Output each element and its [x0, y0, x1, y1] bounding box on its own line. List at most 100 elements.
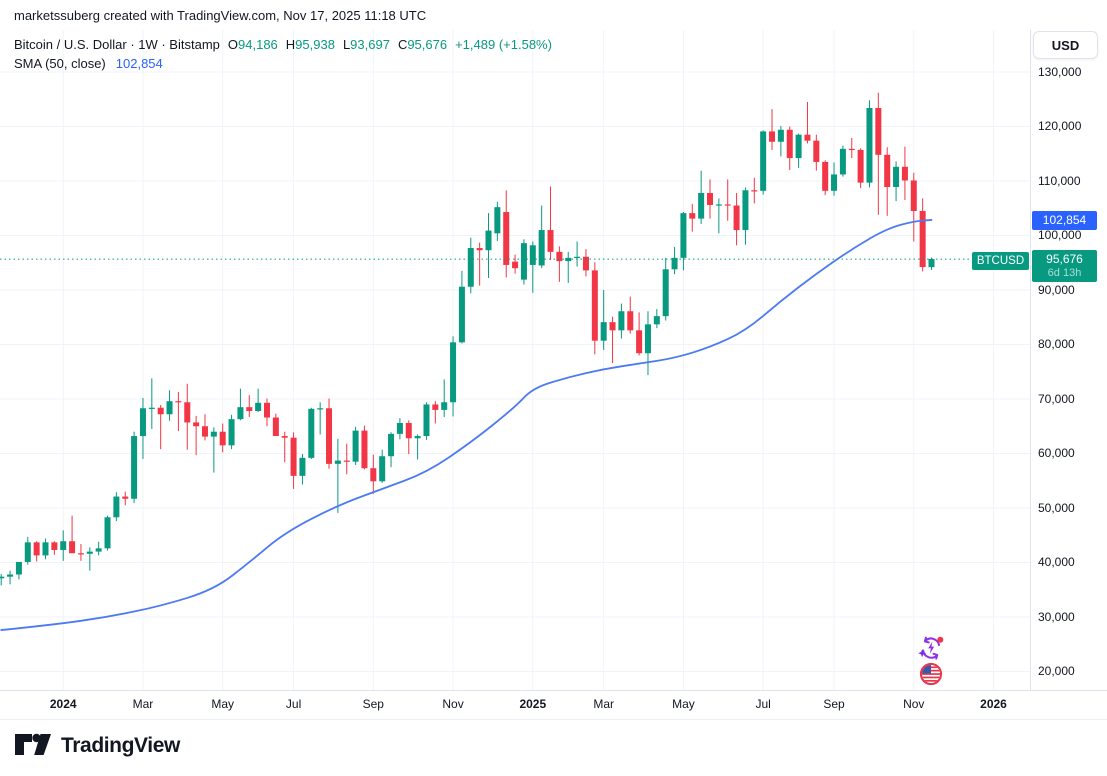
time-tick-label: 2026: [980, 697, 1007, 711]
legend-sma-row[interactable]: SMA (50, close) 102,854: [14, 54, 552, 73]
economic-events-icon[interactable]: [918, 635, 944, 661]
candle-body: [724, 204, 731, 206]
candle-body: [175, 401, 182, 403]
candle-body: [494, 207, 501, 234]
tradingview-wordmark: TradingView: [61, 733, 180, 757]
candle-body: [582, 256, 589, 271]
time-tick-label: Sep: [823, 697, 845, 711]
candle-body: [698, 192, 705, 219]
time-tick-label: Mar: [132, 697, 154, 711]
candle-body: [113, 496, 120, 518]
candle-body: [574, 256, 581, 258]
sma-indicator-label[interactable]: SMA (50, close): [14, 56, 106, 71]
candle-body: [831, 174, 838, 191]
candle-body: [919, 210, 926, 268]
candle-body: [139, 408, 146, 437]
tradingview-logo[interactable]: TradingView: [14, 732, 180, 759]
candle-body: [901, 166, 908, 181]
ohlc-close: C95,676: [397, 37, 448, 52]
chart-legend: Bitcoin / U.S. Dollar · 1W · Bitstamp O94…: [14, 35, 552, 73]
candle-body: [866, 107, 873, 183]
candle-body: [848, 148, 855, 151]
ohlc-open: O94,186: [227, 37, 278, 52]
candle-body: [458, 286, 465, 343]
price-tick-label: 110,000: [1038, 173, 1081, 188]
candle-body: [352, 430, 359, 462]
candle-body: [467, 248, 474, 287]
time-tick-label: Nov: [442, 697, 464, 711]
candle-body: [600, 322, 607, 341]
bar-countdown: 6d 13h: [1047, 267, 1082, 279]
candle-body: [104, 517, 111, 549]
candle-body: [822, 161, 829, 191]
attribution-text: marketssuberg created with TradingView.c…: [14, 8, 427, 23]
time-tick-label: 2025: [519, 697, 547, 711]
candle-body: [503, 212, 510, 265]
candle-body: [512, 261, 519, 269]
candle-body: [839, 148, 846, 175]
candle-body: [733, 205, 740, 231]
price-tick-label: 100,000: [1038, 228, 1082, 242]
ohlc-high: H95,938: [285, 37, 335, 52]
candle-body: [760, 131, 767, 191]
sma-line: [0, 219, 933, 631]
candle-body: [538, 230, 545, 266]
candle-body: [396, 422, 403, 434]
price-tick-label: 80,000: [1038, 337, 1075, 351]
time-tick-label: May: [211, 697, 235, 711]
price-tick-label: 30,000: [1038, 609, 1075, 624]
price-tick-label: 40,000: [1038, 555, 1075, 569]
candle-body: [644, 324, 651, 354]
chart-canvas[interactable]: [0, 30, 1030, 690]
candle-body: [379, 456, 386, 482]
candle-body: [131, 436, 138, 499]
candle-body: [715, 204, 722, 206]
candle-body: [51, 542, 58, 550]
candle-body: [361, 430, 368, 469]
candle-body: [893, 166, 900, 187]
candle-body: [299, 457, 306, 476]
candle-body: [813, 140, 820, 162]
legend-symbol-row[interactable]: Bitcoin / U.S. Dollar · 1W · Bitstamp O94…: [14, 35, 552, 54]
candle-body: [928, 259, 935, 268]
candle-body: [405, 422, 412, 439]
candle-body: [884, 154, 891, 187]
candle-body: [476, 248, 483, 251]
candle-body: [786, 129, 793, 159]
symbol-price-label: BTCUSD: [972, 252, 1029, 270]
price-tick-label: 20,000: [1038, 664, 1075, 678]
price-tick-label: 70,000: [1038, 391, 1075, 406]
candle-body: [308, 408, 315, 458]
candle-body: [246, 407, 253, 411]
candle-body: [193, 422, 200, 427]
candle-body: [857, 149, 864, 183]
candle-body: [317, 408, 324, 410]
candle-body: [414, 436, 421, 439]
candle-body: [653, 316, 660, 325]
candle-body: [86, 551, 93, 554]
time-tick-label: Mar: [593, 697, 615, 711]
candle-body: [157, 407, 164, 415]
candle-body: [219, 431, 226, 446]
ohlc-low: L93,697: [342, 37, 390, 52]
currency-unit-button[interactable]: USD: [1033, 31, 1098, 59]
candle-body: [166, 401, 173, 415]
symbol-title[interactable]: Bitcoin / U.S. Dollar · 1W · Bitstamp: [14, 37, 220, 52]
candle-body: [15, 561, 22, 575]
candle-body: [210, 431, 217, 437]
candle-body: [334, 460, 341, 464]
candle-body: [432, 404, 439, 410]
us-flag-event-icon[interactable]: [919, 662, 943, 686]
candle-body: [529, 245, 536, 265]
price-axis[interactable]: USD 130,000 120,000 110,000 100,000 90,000 80…: [1030, 30, 1107, 690]
candle-body: [7, 574, 14, 577]
price-tick-label: 130,000: [1038, 64, 1082, 79]
candle-body: [370, 468, 377, 482]
price-tick-label: 50,000: [1038, 500, 1075, 515]
price-tick-label: 120,000: [1038, 119, 1082, 133]
time-axis[interactable]: 2024 Mar May Jul Sep Nov 2025 Mar May Jul Sep Nov 20…: [0, 690, 1107, 720]
candle-body: [671, 257, 678, 270]
change-value: +1,489 (+1.58%): [455, 37, 552, 52]
candle-body: [556, 251, 563, 262]
time-tick-label: Jul: [755, 697, 771, 711]
